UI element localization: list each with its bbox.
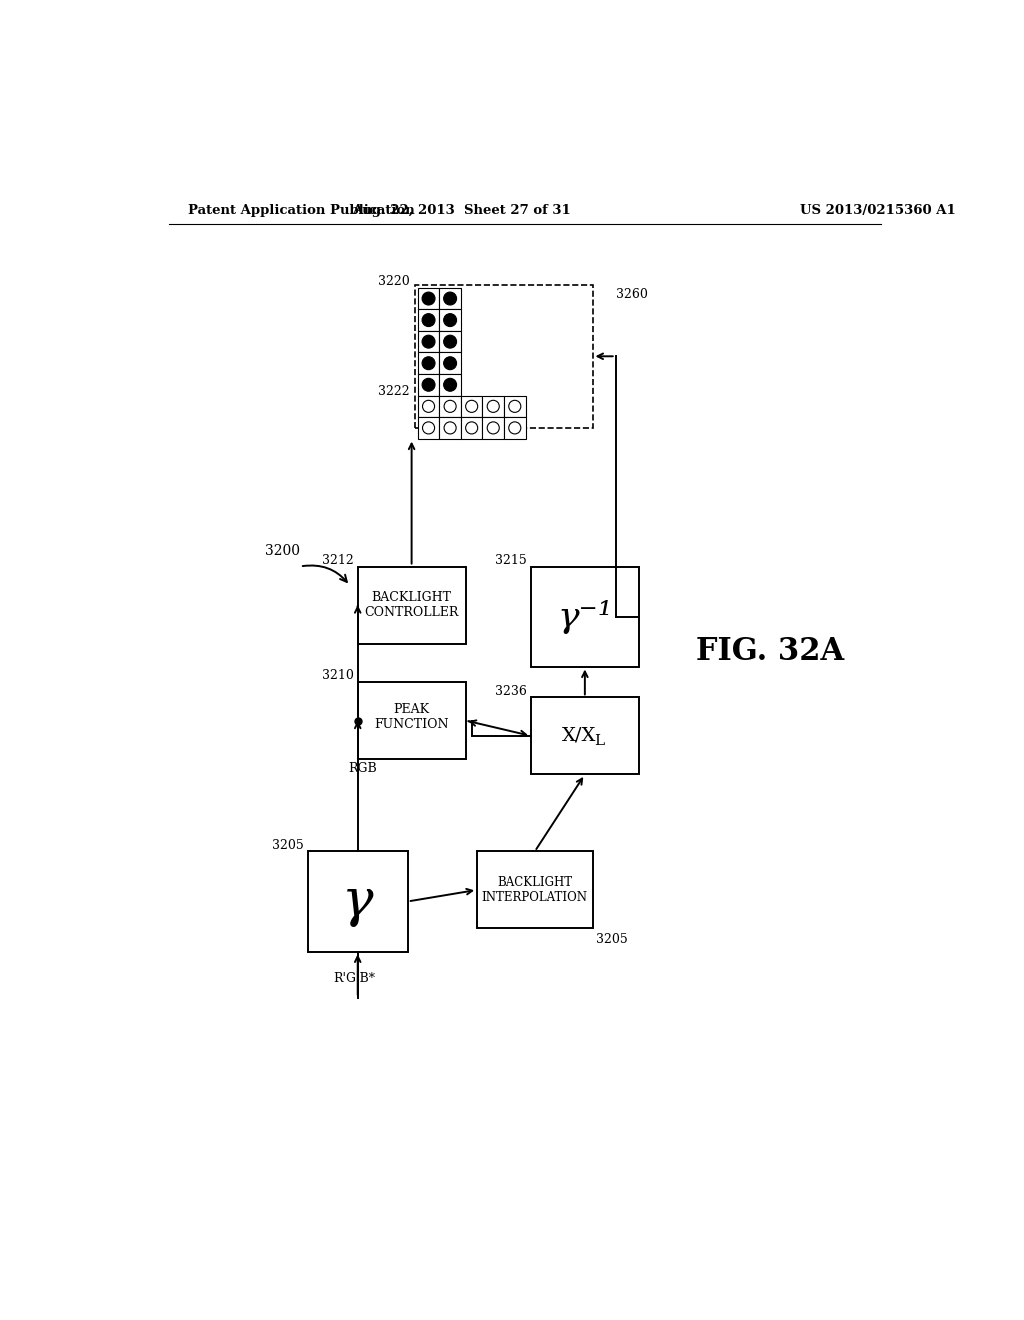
Text: R'G'B*: R'G'B*	[333, 972, 375, 985]
Bar	[418, 417, 439, 438]
Bar	[504, 417, 525, 438]
Bar	[418, 288, 439, 309]
Circle shape	[422, 335, 435, 348]
Circle shape	[422, 379, 435, 391]
Bar	[439, 396, 461, 417]
Bar	[461, 396, 482, 417]
Circle shape	[423, 400, 434, 412]
Text: γ⁻¹: γ⁻¹	[557, 599, 612, 634]
Bar	[418, 309, 439, 331]
Text: 3200: 3200	[265, 544, 300, 558]
Bar	[439, 352, 461, 374]
Bar	[418, 396, 439, 417]
Circle shape	[423, 422, 434, 434]
Circle shape	[509, 422, 521, 434]
Circle shape	[422, 292, 435, 305]
Text: US 2013/0215360 A1: US 2013/0215360 A1	[801, 205, 956, 218]
Bar	[439, 417, 461, 438]
Bar	[307, 851, 408, 952]
Text: 3205: 3205	[272, 838, 304, 851]
Text: 3222: 3222	[379, 385, 410, 399]
Text: RGB: RGB	[348, 762, 377, 775]
Bar	[504, 396, 525, 417]
Text: FIG. 32A: FIG. 32A	[695, 636, 844, 667]
Circle shape	[443, 314, 457, 326]
Bar	[439, 331, 461, 352]
Circle shape	[487, 422, 500, 434]
Circle shape	[487, 400, 500, 412]
Bar	[357, 682, 466, 759]
Circle shape	[422, 356, 435, 370]
Circle shape	[466, 400, 478, 412]
Bar	[418, 374, 439, 396]
Text: X/X: X/X	[561, 727, 596, 744]
Bar	[418, 331, 439, 352]
Text: 3220: 3220	[378, 275, 410, 288]
Circle shape	[466, 422, 478, 434]
Text: PEAK
FUNCTION: PEAK FUNCTION	[375, 702, 449, 731]
Circle shape	[443, 379, 457, 391]
Text: Aug. 22, 2013  Sheet 27 of 31: Aug. 22, 2013 Sheet 27 of 31	[352, 205, 571, 218]
Text: 3212: 3212	[323, 554, 354, 566]
Text: 3205: 3205	[596, 933, 628, 946]
Bar	[439, 309, 461, 331]
Text: 3236: 3236	[496, 685, 527, 698]
Text: 3260: 3260	[615, 288, 647, 301]
Circle shape	[509, 400, 521, 412]
Text: L: L	[594, 734, 604, 747]
Circle shape	[444, 422, 456, 434]
Text: Patent Application Publication: Patent Application Publication	[188, 205, 415, 218]
Text: 3210: 3210	[322, 669, 354, 682]
Circle shape	[444, 400, 456, 412]
Bar	[418, 352, 439, 374]
Bar	[416, 285, 593, 428]
Circle shape	[443, 292, 457, 305]
Bar	[477, 851, 593, 928]
Bar	[461, 417, 482, 438]
Bar	[357, 566, 466, 644]
Text: BACKLIGHT
CONTROLLER: BACKLIGHT CONTROLLER	[365, 591, 459, 619]
Bar	[531, 697, 639, 775]
Bar	[482, 417, 504, 438]
Text: γ: γ	[342, 876, 374, 927]
Bar	[531, 566, 639, 667]
Circle shape	[443, 335, 457, 348]
Bar	[439, 374, 461, 396]
Text: BACKLIGHT
INTERPOLATION: BACKLIGHT INTERPOLATION	[482, 876, 588, 904]
Circle shape	[443, 356, 457, 370]
Text: 3215: 3215	[496, 554, 527, 566]
Bar	[482, 396, 504, 417]
Bar	[439, 288, 461, 309]
Circle shape	[422, 314, 435, 326]
